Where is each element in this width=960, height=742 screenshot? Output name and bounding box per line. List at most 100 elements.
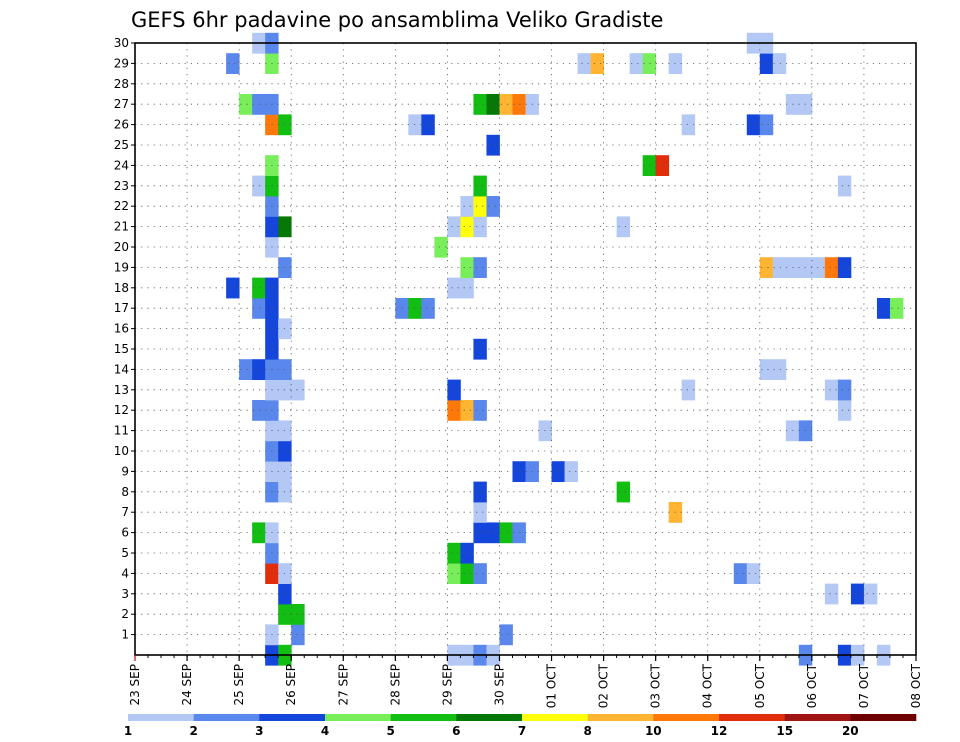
- colorbar-label: 1: [124, 724, 132, 738]
- heat-cell: [460, 216, 474, 238]
- heat-cell: [499, 94, 513, 115]
- heat-cell: [837, 379, 852, 401]
- heat-cell: [486, 196, 500, 217]
- heat-cell: [460, 542, 474, 564]
- heat-cell: [473, 400, 487, 421]
- colorbar-label: 10: [645, 724, 662, 738]
- y-tick-label: 16: [114, 322, 129, 336]
- heat-cell: [252, 298, 266, 319]
- y-tick-label: 19: [114, 260, 129, 274]
- heat-cell: [577, 53, 591, 74]
- heat-cell: [226, 277, 240, 299]
- heat-cell: [824, 257, 839, 278]
- heat-cell: [434, 236, 448, 258]
- heat-cell: [486, 134, 500, 156]
- heat-cell: [460, 400, 474, 421]
- heat-cell: [759, 257, 774, 278]
- x-tick-label: 03 OCT: [649, 663, 663, 708]
- heat-cell: [473, 216, 487, 238]
- heat-cell: [252, 277, 266, 299]
- colorbar-swatch: [259, 714, 326, 721]
- x-tick-label: 29 SEP: [440, 664, 454, 706]
- colorbar-swatch: [128, 714, 194, 721]
- colorbar-swatch: [587, 714, 654, 721]
- y-tick-label: 13: [114, 383, 129, 397]
- colorbar-label: 6: [452, 724, 460, 738]
- heat-cell: [252, 94, 266, 115]
- heat-cell: [486, 94, 500, 115]
- y-tick-label: 21: [114, 220, 129, 234]
- heat-cell: [850, 583, 865, 605]
- y-tick-label: 5: [121, 546, 129, 560]
- heat-cell: [512, 522, 526, 544]
- heat-cell: [733, 563, 748, 584]
- heat-cell: [824, 379, 839, 401]
- colorbar: 1 2 3 4 5 6 7 8 10 12 15 20: [124, 714, 917, 738]
- y-tick-label: 15: [114, 342, 129, 356]
- colorbar-swatch: [456, 714, 523, 721]
- colorbar-label: 4: [321, 724, 329, 738]
- heat-cell: [252, 359, 266, 380]
- heat-cell: [512, 461, 526, 482]
- heat-cell: [499, 624, 513, 646]
- colorbar-label: 12: [711, 724, 728, 738]
- heat-cell: [837, 400, 852, 421]
- heat-cell: [681, 379, 696, 401]
- x-tick-label: 28 SEP: [388, 664, 402, 706]
- y-tick-label: 14: [114, 362, 129, 376]
- x-tick-label: 08 OCT: [909, 663, 923, 708]
- colorbar-swatch: [653, 714, 720, 721]
- x-tick-label: 06 OCT: [805, 663, 819, 708]
- heat-cell: [252, 400, 266, 421]
- x-axis: 23 SEP 24 SEP 25 SEP 26 SEP 27 SEP 28 SEP 29 S…: [128, 655, 923, 708]
- heat-cell: [447, 216, 461, 238]
- heat-cell: [447, 277, 461, 299]
- heat-cell: [473, 563, 487, 584]
- heat-cell: [772, 359, 787, 380]
- colorbar-swatch: [522, 714, 588, 721]
- heat-cell: [473, 257, 487, 278]
- y-tick-label: 8: [121, 485, 129, 499]
- heat-cell: [876, 298, 891, 319]
- heat-cell: [551, 461, 565, 482]
- chart-title: GEFS 6hr padavine po ansamblima Veliko G…: [131, 8, 663, 32]
- colorbar-label: 20: [842, 724, 859, 738]
- heat-cell: [889, 298, 904, 319]
- y-tick-label: 26: [114, 118, 129, 132]
- heat-cell: [642, 155, 657, 176]
- y-tick-label: 23: [114, 179, 129, 193]
- heat-cell: [447, 563, 461, 584]
- x-tick-label: 01 OCT: [545, 663, 559, 708]
- y-tick-label: 7: [121, 505, 129, 519]
- x-tick-label: 27 SEP: [336, 664, 350, 706]
- colorbar-swatch: [193, 714, 260, 721]
- x-tick-label: 05 OCT: [753, 663, 767, 708]
- heat-cell: [681, 114, 696, 136]
- y-tick-label: 10: [114, 444, 129, 458]
- heat-cell: [421, 114, 435, 136]
- y-tick-label: 3: [121, 587, 129, 601]
- colorbar-swatch: [850, 714, 917, 721]
- heat-cell: [291, 624, 305, 646]
- colorbar-swatch: [390, 714, 457, 721]
- y-tick-label: 29: [114, 56, 129, 70]
- y-tick-label: 20: [114, 240, 129, 254]
- y-tick-label: 2: [121, 607, 129, 621]
- heat-cell: [616, 216, 631, 238]
- heat-cell: [460, 277, 474, 299]
- heat-cell: [759, 359, 774, 380]
- heat-cell: [811, 257, 826, 278]
- heat-cell: [759, 114, 774, 136]
- colorbar-label: 8: [584, 724, 592, 738]
- heat-cell: [239, 359, 253, 380]
- heat-cell: [616, 481, 631, 503]
- heat-cell: [629, 53, 644, 74]
- heat-cell: [473, 175, 487, 197]
- heat-cell: [837, 257, 852, 278]
- heat-cell: [772, 53, 787, 74]
- x-tick-label: 07 OCT: [857, 663, 871, 708]
- x-tick-label: 26 SEP: [284, 664, 298, 706]
- heat-cell: [447, 379, 461, 401]
- y-tick-label: 9: [121, 464, 129, 478]
